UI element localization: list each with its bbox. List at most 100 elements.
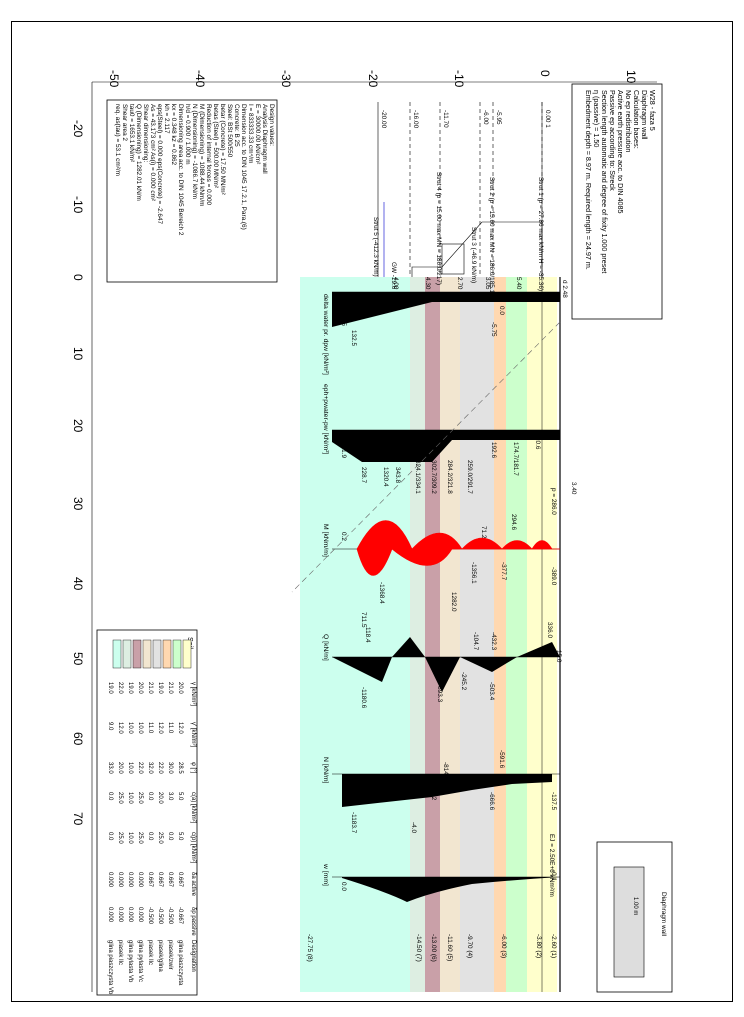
level-label: -16.00	[412, 110, 419, 129]
design-line: tau0 = 1653.1 kN/m²	[128, 104, 135, 162]
panel-value: 336.0	[546, 622, 553, 638]
soil-cell: 11.0	[147, 722, 153, 734]
soil-cells: 20.0 12.0 28.5 5.0 5.0 0.667 -0.667 glina piasz…	[107, 682, 183, 995]
panel-value: EJ = 2.50E+6 kNm²/m	[548, 834, 555, 897]
design-line: betas (Steel) = 500.00 MN/m²	[212, 104, 219, 188]
soil-cell: 0.667	[147, 872, 153, 888]
elevation-label: -9.70 (4)	[466, 934, 473, 958]
soil-cell: 25.0	[157, 832, 163, 844]
elevation-label: -3.80 (2)	[535, 934, 542, 958]
dimension-value: 4.00	[392, 277, 399, 290]
soil-header: Designation	[190, 940, 196, 972]
shear-area-2	[460, 657, 517, 672]
project-info-frame	[571, 83, 663, 320]
wall-top-label: d 2.48	[561, 280, 568, 298]
panel-value: -245.2	[460, 672, 467, 691]
soil-cell: 28.5	[177, 762, 183, 774]
soil-cell: 22.0	[137, 762, 143, 774]
soil-cell: 0.0	[147, 832, 153, 841]
design-line: As = 43.173 cm² As(i) = 0.000 cm²	[149, 104, 156, 201]
soil-cell: 0.667	[167, 872, 173, 888]
project-info-box: W28 - faza 5 Diaphragm wall Calculation …	[571, 83, 663, 320]
diaphragm-wall-analysis-drawing: 10 0 -10 -20 -30 -40 -50 -20 -10 0 10 20…	[71, 70, 673, 996]
project-line: W28 - faza 5	[648, 90, 657, 131]
soil-table: Soil γ [kN/m³] γ' [kN/m³] φ [°] c(a) [kN…	[96, 629, 198, 996]
soil-cell: 32.0	[147, 762, 153, 774]
design-line: eps(Steel) = 0.000 eps(Concrete) = -2.64…	[156, 104, 163, 225]
panel-label: N [kN/m]	[322, 757, 329, 784]
panel-normal-force: N [kN/m] -137.5 -591.6 -666.6 -814.2 -83…	[322, 750, 560, 834]
soil-cell: 21.0	[147, 682, 153, 694]
soil-header: γ' [kN/m³]	[190, 722, 196, 747]
project-line: η (passive) = 1.50	[592, 90, 601, 147]
shear-area-5	[332, 657, 392, 682]
dimension-value: 5.40	[515, 277, 522, 290]
soil-header: δa active	[190, 872, 196, 897]
level-label: -6.00	[482, 110, 489, 125]
design-line: I = 833333.33 cm⁴/m	[247, 104, 254, 163]
soil-header: δp passive	[190, 907, 196, 936]
soil-swatch	[142, 639, 152, 669]
design-line: req. as(tau) = 53.1 cm²/m	[114, 104, 121, 176]
soil-cell: 0.000	[137, 872, 143, 888]
panel-value: 259.0/291.7	[466, 460, 473, 494]
panel-value: 132.5	[340, 310, 347, 326]
soil-cell: piasek Ilc	[117, 940, 123, 965]
soil-cell: 10.0	[127, 762, 133, 774]
project-line: Passive ep according to: Streck	[608, 90, 617, 191]
shear-area-3	[425, 657, 460, 692]
deflection-curve	[342, 877, 560, 902]
panel-value: -4.0	[410, 822, 417, 833]
soil-cell: 19.0	[107, 682, 113, 694]
elevation-label: -2.60 (1)	[550, 934, 557, 958]
soil-cell: -0.500	[167, 907, 173, 925]
project-line: Section length automatic and degree of f…	[600, 90, 609, 273]
level-labels: 0.00 1 -5.95 -6.00 -11.70 -16.00 -20.00 …	[372, 110, 568, 298]
depth-tick: -20	[366, 70, 380, 88]
soil-cell: piasek/glina	[157, 940, 163, 972]
soil-cell: 19.0	[127, 682, 133, 694]
depth-tick: -30	[279, 70, 293, 88]
soil-swatch	[182, 639, 192, 669]
soil-cell: 0.000	[127, 872, 133, 888]
design-line: Analysis Diaphragm wall	[261, 104, 268, 174]
panel-value: 294.6	[510, 514, 517, 530]
soil-swatch	[122, 639, 132, 669]
soil-header: φ [°]	[190, 762, 196, 774]
soil-cell: 0.000	[107, 907, 113, 923]
panel-value: p = 286.0	[550, 488, 557, 515]
panel-earth-pressure: eph+pwater-pw [kN/m²] 20.6 174.7/181.7 1…	[322, 384, 560, 494]
soil-cell: 0.667	[177, 872, 183, 888]
shear-area-1	[517, 642, 560, 657]
moment-curve-positive	[356, 548, 560, 576]
soil-cell: 0.0	[107, 792, 113, 801]
soil-cell: 0.0	[107, 832, 113, 841]
soil-header: c(p) [kN/m²]	[190, 832, 196, 864]
h-tick: 20	[71, 419, 85, 433]
h-tick: -20	[71, 120, 85, 138]
design-line: Dimension acc. to DIN 1045 17.2.1, Para.…	[240, 104, 247, 230]
soil-cell: 11.0	[167, 722, 173, 734]
panel-value: -814.2	[442, 762, 449, 781]
panel-value: -503.4	[488, 682, 495, 701]
level-label: 0.00 1	[544, 110, 551, 128]
panel-shear: Q [kN/m] 15.0 -432.3 -503.4 -104.7 -245.…	[322, 622, 562, 709]
strut-label: Strut 2 (p = 15.60 max MN = 186.0/185.1)	[488, 177, 495, 295]
strut-label: Strut 5 (-412.3 kN/m)	[372, 217, 379, 277]
soil-headers: γ [kN/m³] γ' [kN/m³] φ [°] c(a) [kN/m²] …	[190, 682, 196, 972]
panel-value: 302.7/309.2	[430, 460, 437, 494]
strut-label: Strut 4 (p = 15.00 max MN = 186.0/217)	[435, 172, 442, 285]
design-line: Dimensioning area acc. to DIN 1045 Berei…	[177, 104, 184, 236]
soil-swatch	[172, 639, 182, 669]
panel-deflection: w [mm] -0.1 -4.0 0.0 EJ = 2.50E+6 kNm²/m	[322, 822, 560, 902]
soil-cell: 5.0	[177, 792, 183, 801]
panel-value: 101.9	[340, 442, 347, 458]
elevation-label: -14.50 (7)	[415, 934, 422, 962]
panel-value: 118.4	[364, 627, 371, 643]
drawing-sheet: 10 0 -10 -20 -30 -40 -50 -20 -10 0 10 20…	[11, 21, 733, 1002]
design-line: Reduction of internal forces = 0.000	[205, 104, 212, 206]
panel-value: 132.5	[350, 330, 357, 346]
design-values-box: Design values: Analysis Diaphragm wall E…	[106, 99, 278, 283]
soil-cell: piasek Ilc	[147, 940, 153, 965]
panel-value: 192.6	[490, 442, 497, 458]
